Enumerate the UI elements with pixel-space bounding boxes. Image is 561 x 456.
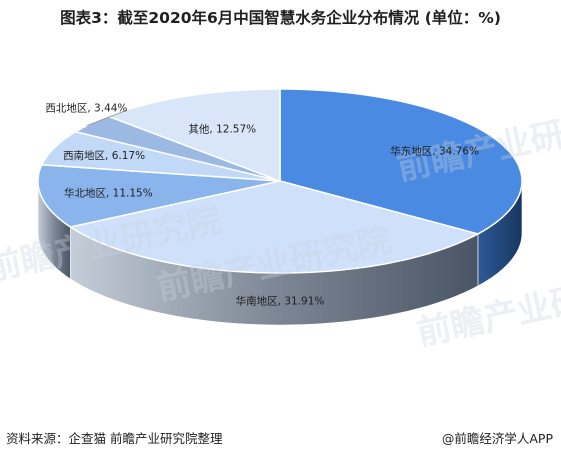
slice-label: 华北地区, 11.15%: [64, 186, 153, 199]
footer-source: 资料来源：企查猫 前瞻产业研究院整理: [6, 431, 223, 446]
footer-brand: @前瞻经济学人APP: [441, 431, 553, 446]
slice-label: 华南地区, 31.91%: [236, 295, 325, 308]
pie-slice-2: [37, 164, 281, 228]
pie-slice-3: [40, 130, 281, 182]
slice-label: 西北地区, 3.44%: [45, 101, 127, 114]
pie-slice-0: [279, 88, 523, 235]
pie-top: [37, 88, 523, 274]
label-leader-line: [86, 110, 127, 127]
slice-label: 华东地区, 34.76%: [390, 144, 479, 157]
slice-label: 其他, 12.57%: [188, 122, 256, 135]
pie-labels: 华东地区, 34.76% 华南地区, 31.91% 华北地区, 11.15% 西南地区…: [45, 101, 479, 307]
pie-slice-1: [68, 180, 480, 274]
pie-slice-4: [73, 115, 281, 182]
pie-slice-5: [106, 88, 281, 183]
chart-title: 图表3：截至2020年6月中国智慧水务企业分布情况 (单位：%): [60, 9, 501, 27]
slice-label: 西南地区, 6.17%: [63, 149, 145, 162]
